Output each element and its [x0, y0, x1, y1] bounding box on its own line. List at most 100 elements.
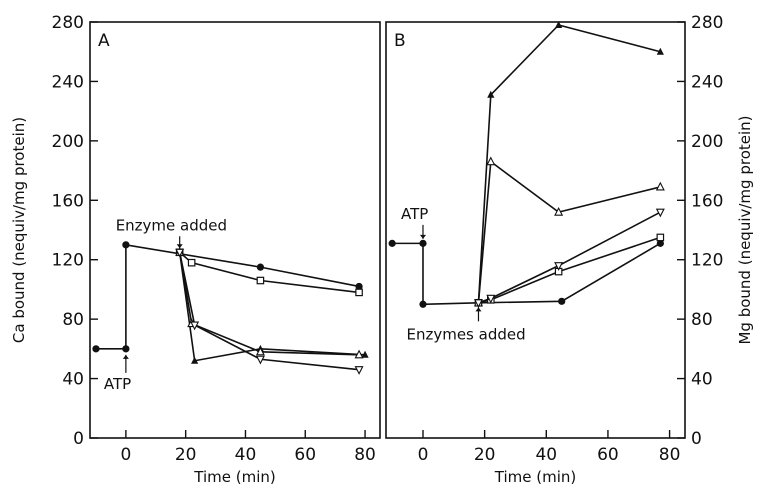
panel-letter: A [98, 31, 110, 51]
data-point [256, 276, 265, 285]
data-point [361, 350, 369, 358]
y-tick-label: 40 [691, 370, 713, 390]
data-point [388, 239, 396, 247]
annotation: ATP [104, 354, 131, 393]
y-tick-label: 0 [73, 429, 84, 449]
annotation-label: Enzyme added [116, 216, 227, 234]
data-point [656, 233, 665, 242]
data-point [486, 294, 496, 304]
series-open-triangle [473, 156, 665, 307]
annotation-label: ATP [104, 375, 131, 393]
y-tick-label: 160 [691, 191, 723, 211]
x-axis-label: Time (min) [494, 468, 576, 486]
data-point [419, 300, 427, 308]
data-point [354, 366, 364, 375]
data-point [555, 20, 563, 28]
y-axis-label: Ca bound (nequiv/mg protein) [10, 117, 28, 343]
y-tick-label: 240 [52, 72, 84, 92]
series-line [478, 236, 661, 304]
data-point [354, 349, 364, 359]
y-tick-label: 80 [62, 310, 84, 330]
annotation-arrowhead [176, 244, 183, 249]
y-tick-label: 200 [52, 132, 84, 152]
data-point [656, 47, 664, 55]
data-point [191, 356, 199, 364]
annotation-label: Enzymes added [406, 325, 525, 343]
series-open-inverted-triangle [175, 248, 364, 375]
series-line [392, 242, 661, 306]
y-tick-label: 0 [691, 429, 702, 449]
y-tick-label: 240 [691, 72, 723, 92]
x-tick-label: 0 [120, 445, 131, 465]
series-filled-circle [388, 239, 664, 308]
panel-b: 0 20 40 60 80 0 40 80 120 160 200 240 280 Time (min) M… [385, 13, 754, 486]
series-open-square [474, 233, 665, 307]
series-line [178, 252, 360, 371]
data-point [190, 321, 200, 331]
series-line [477, 160, 661, 303]
y-tick-label: 120 [52, 251, 84, 271]
panel-a: 0 20 40 60 80 0 40 80 120 160 200 240 280 Time (min) C… [10, 13, 381, 486]
data-point [486, 156, 496, 166]
y-axis-label: Mg bound (nequiv/mg protein) [736, 115, 754, 344]
x-tick-label: 20 [474, 445, 496, 465]
y-tick-label: 120 [691, 251, 723, 271]
x-tick-label: 40 [535, 445, 557, 465]
y-tick-label: 80 [691, 310, 713, 330]
annotation: Enzymes added [406, 307, 526, 343]
data-point [255, 346, 265, 356]
data-point [187, 258, 196, 267]
data-point [554, 262, 564, 271]
data-point [473, 299, 483, 309]
panel-letter: B [394, 31, 406, 51]
plot-frame [385, 21, 686, 439]
x-tick-label: 60 [294, 445, 316, 465]
data-point [656, 239, 664, 247]
data-point [256, 263, 265, 271]
series-filled-triangle [474, 20, 664, 306]
data-point [419, 239, 427, 247]
data-point [175, 248, 185, 258]
annotation-label: ATP [401, 205, 428, 223]
x-axis-label: Time (min) [193, 468, 275, 486]
series-line [179, 251, 360, 294]
data-point [554, 206, 564, 216]
series-open-square [175, 248, 363, 297]
y-tick-label: 280 [691, 13, 723, 33]
data-point [122, 345, 130, 353]
data-point [558, 297, 566, 305]
series-line [95, 243, 360, 350]
x-tick-label: 80 [659, 445, 681, 465]
x-tick-label: 20 [175, 445, 197, 465]
annotation-arrowhead [475, 307, 482, 312]
data-point [355, 282, 363, 291]
x-tick-label: 40 [235, 445, 257, 465]
x-tick-label: 80 [354, 445, 376, 465]
data-point [487, 90, 495, 98]
plot-frame [89, 21, 381, 439]
y-tick-label: 280 [52, 13, 84, 33]
data-point [92, 345, 100, 353]
series-open-inverted-triangle [473, 208, 665, 309]
y-tick-label: 160 [52, 191, 84, 211]
series-line [178, 252, 360, 356]
data-point [655, 181, 665, 191]
series-line [178, 252, 366, 362]
x-tick-label: 0 [418, 445, 429, 465]
data-point [255, 355, 265, 365]
x-tick-label: 60 [597, 445, 619, 465]
annotation: ATP [401, 205, 428, 239]
series-line [478, 211, 661, 304]
series-filled-circle [92, 241, 363, 353]
data-point [122, 241, 130, 249]
series-line [477, 24, 661, 303]
annotation: Enzyme added [116, 216, 227, 249]
data-point [355, 288, 363, 297]
series-open-triangle [175, 247, 364, 359]
annotation-arrowhead [122, 354, 129, 359]
y-tick-label: 200 [691, 132, 723, 152]
annotation-arrowhead [419, 234, 426, 239]
y-tick-label: 40 [62, 370, 84, 390]
data-point [655, 208, 665, 218]
